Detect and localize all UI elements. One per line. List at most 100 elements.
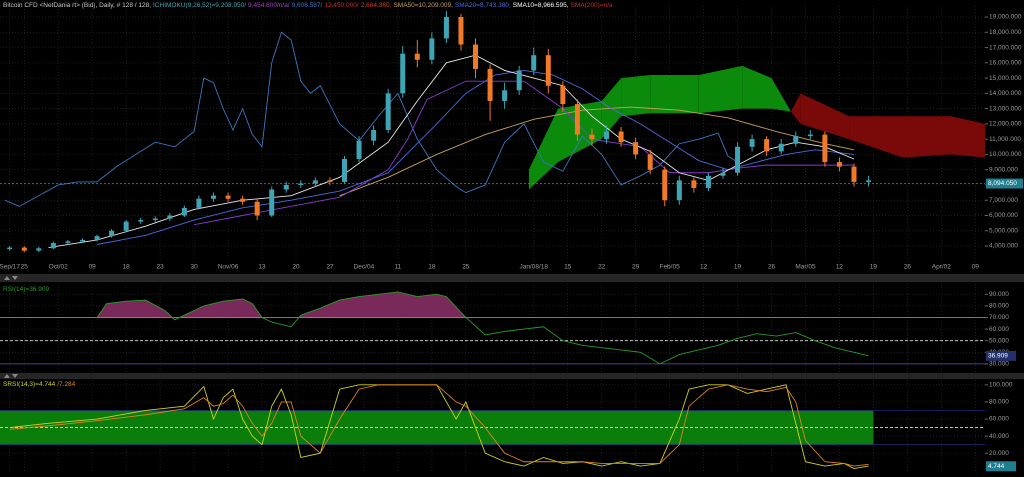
legend: RSI(14)=36.909 <box>3 286 49 293</box>
candle-body <box>21 247 27 251</box>
x-tick-label: 11 <box>395 264 402 271</box>
x-tick-label: 26 <box>904 264 912 271</box>
ichimoku-cloud <box>528 108 559 190</box>
y-tick-label: 5,000.000 <box>989 227 1018 234</box>
overbought-area <box>97 291 466 318</box>
y-tick-label: 20.000 <box>989 450 1009 457</box>
y-tick-label: 13,000.000 <box>989 105 1022 112</box>
candle-body <box>531 55 537 71</box>
ichimoku-cloud <box>771 78 791 112</box>
legend-entry: SMA20=8,743.380, <box>455 2 511 9</box>
y-tick-label: 50.000 <box>989 337 1009 344</box>
y-tick-label: 17,000.000 <box>989 44 1022 51</box>
x-tick-label: 22 <box>598 264 606 271</box>
x-tick-label: 19 <box>870 264 878 271</box>
legend-entry: 9,454.600/n/a/ <box>248 2 290 9</box>
y-tick-label: 19,000.000 <box>989 14 1022 21</box>
candle-body <box>560 85 566 105</box>
y-tick-label: 15,000.000 <box>989 75 1022 82</box>
pane-separator <box>0 373 1024 379</box>
y-tick-label: 80.000 <box>989 303 1009 310</box>
legend-entry: SMA(200)=n/a <box>571 2 613 9</box>
y-tick-label: 100.000 <box>989 382 1013 389</box>
x-tick-label: 13 <box>258 264 266 271</box>
candle-body <box>778 143 784 152</box>
x-tick-label: 12 <box>700 264 708 271</box>
candle-body <box>502 90 508 101</box>
ichimoku-cloud <box>951 116 985 158</box>
y-tick-label: 11,000.000 <box>989 136 1021 143</box>
legend: Bitcoin CFD <NetDania rt> (Bid), Daily, … <box>3 2 613 9</box>
x-tick-label: Apr/02 <box>932 264 952 271</box>
ichimoku-cloud <box>849 116 903 158</box>
candle-body <box>109 230 115 237</box>
candle-body <box>225 195 231 199</box>
x-tick-label: Jan/08/18 <box>519 264 548 271</box>
candle-body <box>705 175 711 189</box>
candle-body <box>36 248 42 251</box>
candle-body <box>618 131 624 143</box>
y-tick-label: 7,000.000 <box>989 197 1018 204</box>
legend-entry: SMA10=8,966.595, <box>513 2 569 9</box>
ichimoku-cloud <box>650 75 699 114</box>
moving-average-line <box>194 80 854 226</box>
y-tick-label: 16,000.000 <box>989 60 1022 67</box>
x-tick-label: 15 <box>564 264 572 271</box>
candle-body <box>65 241 71 243</box>
x-tick-label: Feb/05 <box>659 264 680 271</box>
x-tick-label: Mar/05 <box>795 264 816 271</box>
y-tick-label: 70.000 <box>989 314 1009 321</box>
pane-toggle[interactable] <box>4 374 18 378</box>
y-tick-label: 9,000.000 <box>989 166 1018 173</box>
candle-body <box>516 70 522 91</box>
candle-body <box>400 53 406 94</box>
indicator-line <box>9 384 869 467</box>
candle-body <box>836 162 842 167</box>
legend-entry: ICHIMOKU(9,26,52)=9,208.950/ <box>153 2 246 9</box>
pane-toggle[interactable] <box>4 276 18 280</box>
last-value-label: 36.909 <box>988 353 1008 360</box>
candle-body <box>254 201 260 216</box>
legend-entry: SRSI(14,3)=4.744 <box>3 381 56 388</box>
y-tick-label: 12,000.000 <box>989 121 1022 128</box>
candle-body <box>691 180 697 189</box>
y-tick-label: 80.000 <box>989 399 1009 406</box>
x-tick-label: 23 <box>157 264 165 271</box>
candle-body <box>298 183 304 185</box>
last-price-box <box>986 178 1023 189</box>
moving-average-line <box>4 31 738 207</box>
last-price-label: 8,094.050 <box>988 180 1017 187</box>
y-tick-label: 6,000.000 <box>989 212 1018 219</box>
y-tick-label: 10,000.000 <box>989 151 1022 158</box>
candle-body <box>79 239 85 242</box>
x-tick-label: 20 <box>292 264 300 271</box>
last-value-box <box>986 350 1016 361</box>
candle-body <box>429 38 435 60</box>
x-tick-label: 18 <box>428 264 436 271</box>
candle-body <box>240 198 246 202</box>
candle-body <box>283 184 289 190</box>
candle-body <box>196 198 202 208</box>
candle-body <box>371 130 377 141</box>
legend-entry: RSI(14)=36.909 <box>3 286 49 293</box>
y-tick-label: 18,000.000 <box>989 29 1022 36</box>
candle-body <box>414 53 420 60</box>
legend-entry: 9,606.587/ <box>292 2 323 9</box>
legend-entry: 2,684.360, <box>361 2 392 9</box>
x-tick-label: 30 <box>190 264 198 271</box>
ichimoku-cloud <box>902 116 952 158</box>
y-tick-label: 4,000.000 <box>989 243 1018 250</box>
candle-body <box>574 104 580 135</box>
x-tick-label: 25 <box>462 264 470 271</box>
candle-body <box>385 93 391 130</box>
candle-body <box>356 140 362 160</box>
x-tick-label: 25 <box>21 264 29 271</box>
y-tick-label: 14,000.000 <box>989 90 1022 97</box>
candle-body <box>181 207 187 216</box>
last-value-box <box>986 461 1016 472</box>
candle-body <box>123 221 129 231</box>
candle-body <box>487 68 493 101</box>
